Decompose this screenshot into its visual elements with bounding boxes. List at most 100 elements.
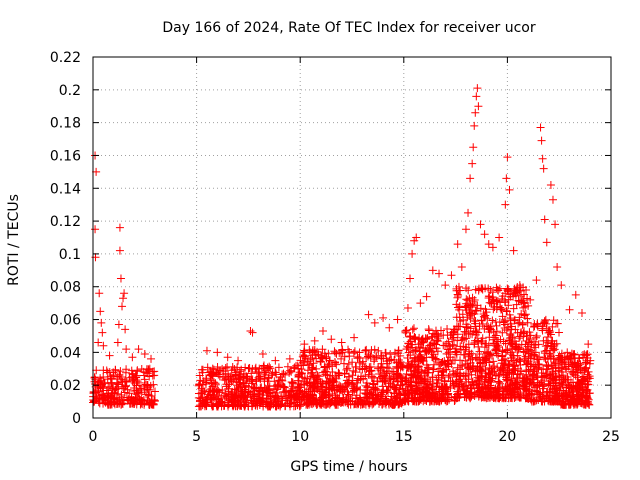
data-point bbox=[401, 327, 410, 336]
data-point bbox=[377, 359, 386, 368]
data-point bbox=[114, 380, 123, 389]
data-point bbox=[123, 396, 132, 405]
data-point bbox=[580, 366, 589, 375]
data-point bbox=[240, 385, 249, 394]
data-point bbox=[330, 386, 339, 395]
data-point bbox=[548, 336, 557, 345]
data-point bbox=[342, 394, 351, 403]
data-point bbox=[145, 399, 154, 408]
data-point bbox=[376, 366, 385, 375]
data-point bbox=[388, 369, 397, 377]
data-point bbox=[118, 396, 127, 405]
data-point bbox=[208, 402, 217, 411]
data-point bbox=[569, 350, 578, 359]
data-point bbox=[471, 108, 480, 117]
data-point bbox=[264, 373, 273, 382]
data-point bbox=[226, 374, 235, 383]
data-point bbox=[456, 356, 465, 365]
data-point bbox=[439, 341, 448, 350]
data-point bbox=[586, 356, 595, 365]
data-point bbox=[431, 354, 440, 363]
data-point bbox=[550, 341, 559, 350]
data-point bbox=[140, 375, 149, 384]
data-point bbox=[351, 362, 360, 371]
data-point bbox=[551, 220, 560, 229]
data-point bbox=[459, 350, 468, 359]
data-point bbox=[208, 371, 217, 380]
data-point bbox=[360, 364, 369, 373]
data-point bbox=[477, 387, 486, 396]
data-point bbox=[250, 384, 259, 393]
data-point bbox=[213, 362, 222, 371]
data-point bbox=[546, 381, 555, 390]
data-point bbox=[409, 347, 418, 356]
data-point bbox=[513, 370, 522, 379]
data-point bbox=[524, 349, 533, 358]
data-point bbox=[348, 397, 357, 406]
x-tick-label: 25 bbox=[602, 429, 620, 445]
data-point bbox=[467, 370, 476, 379]
data-point bbox=[557, 375, 566, 384]
data-point bbox=[535, 388, 544, 397]
data-point bbox=[459, 342, 468, 351]
data-point bbox=[542, 238, 551, 247]
data-point bbox=[109, 398, 118, 407]
data-point bbox=[369, 398, 378, 407]
data-point bbox=[259, 361, 268, 370]
data-point bbox=[233, 363, 242, 372]
data-point bbox=[584, 340, 593, 349]
data-point bbox=[486, 381, 495, 390]
data-point bbox=[343, 364, 352, 373]
data-point bbox=[386, 350, 395, 359]
data-point bbox=[355, 348, 364, 357]
data-point bbox=[470, 340, 479, 349]
data-point bbox=[564, 383, 573, 392]
data-point bbox=[266, 364, 275, 373]
data-point bbox=[208, 372, 217, 381]
data-point bbox=[466, 174, 475, 183]
data-point bbox=[103, 375, 112, 384]
data-point bbox=[255, 395, 264, 404]
data-point bbox=[495, 233, 504, 242]
data-point bbox=[544, 326, 553, 335]
data-point bbox=[480, 230, 489, 239]
data-point bbox=[214, 400, 223, 409]
data-point bbox=[501, 339, 510, 348]
data-point bbox=[218, 364, 227, 373]
data-point bbox=[465, 347, 474, 356]
data-point bbox=[265, 389, 274, 398]
data-point bbox=[388, 400, 397, 409]
data-point bbox=[560, 353, 569, 362]
data-point bbox=[277, 394, 286, 403]
data-point bbox=[430, 339, 439, 348]
data-point bbox=[147, 354, 156, 363]
data-point bbox=[493, 341, 502, 350]
data-point bbox=[453, 330, 462, 339]
data-point bbox=[532, 276, 541, 285]
data-point bbox=[253, 389, 262, 398]
data-point bbox=[479, 310, 488, 319]
data-point bbox=[484, 240, 493, 249]
data-point bbox=[566, 354, 575, 363]
data-point bbox=[297, 395, 306, 404]
data-point bbox=[577, 399, 586, 408]
data-point bbox=[492, 296, 501, 305]
data-point bbox=[468, 293, 477, 302]
data-point bbox=[454, 390, 463, 399]
data-point bbox=[128, 372, 137, 381]
data-point bbox=[140, 350, 149, 359]
data-point bbox=[308, 371, 317, 380]
data-point bbox=[121, 382, 130, 391]
data-point bbox=[308, 346, 317, 355]
data-point bbox=[322, 383, 331, 392]
data-point bbox=[531, 333, 540, 342]
data-point bbox=[515, 334, 524, 343]
data-point bbox=[94, 338, 103, 347]
data-point bbox=[519, 303, 528, 312]
y-tick-label: 0.22 bbox=[50, 50, 81, 66]
data-point bbox=[453, 293, 462, 302]
data-point bbox=[510, 356, 519, 365]
data-point bbox=[393, 315, 402, 324]
data-point bbox=[406, 274, 415, 283]
data-point bbox=[344, 360, 353, 369]
